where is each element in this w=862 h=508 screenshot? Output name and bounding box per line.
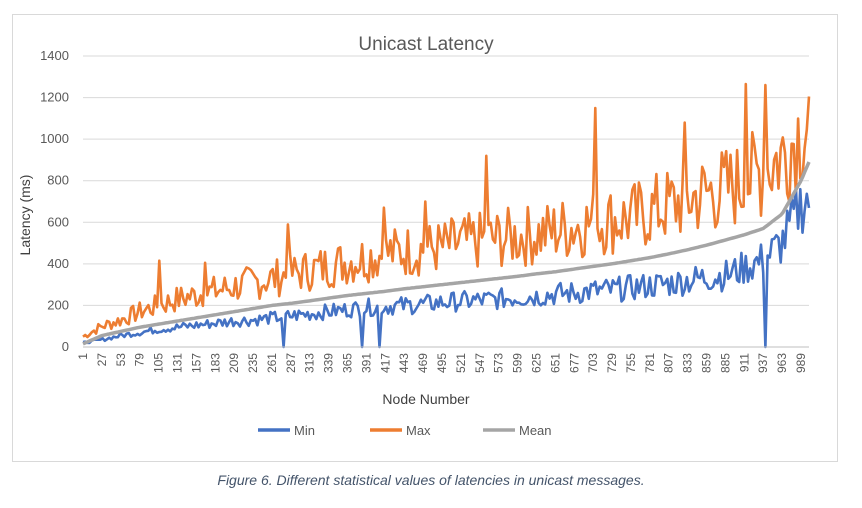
x-tick-label: 157 [189,353,203,373]
x-tick-label: 703 [586,353,600,373]
legend-label-mean: Mean [519,423,552,438]
y-tick-label: 1200 [40,90,69,105]
legend-label-max: Max [406,423,431,438]
figure-caption: Figure 6. Different statistical values o… [217,472,645,488]
y-tick-label: 1400 [40,48,69,63]
axes: 0 200 400 600 800 1000 1200 1400 1 27 53 79 105 131 15… [40,48,809,373]
y-tick-label: 0 [62,339,69,354]
chart-title: Unicast Latency [358,34,494,55]
x-tick-label: 807 [662,353,676,373]
y-tick-label: 400 [47,256,69,271]
x-tick-label: 183 [208,353,222,373]
y-axis-title: Latency (ms) [17,175,33,256]
x-tick-label: 1 [76,353,90,360]
x-tick-label: 261 [265,353,279,373]
x-tick-label: 391 [359,353,373,373]
x-tick-label: 989 [794,353,808,373]
x-tick-label: 495 [435,353,449,373]
x-tick-label: 599 [511,353,525,373]
x-tick-label: 469 [416,353,430,373]
x-tick-label: 937 [756,353,770,373]
x-tick-label: 677 [567,353,581,373]
chart-svg: 0 200 400 600 800 1000 1200 1400 1 27 53 79 105 131 15… [17,34,811,438]
x-tick-label: 365 [341,353,355,373]
x-tick-label: 287 [284,353,298,373]
series-lines [82,82,811,349]
legend: Min Max Mean [258,423,552,438]
x-tick-label: 53 [114,353,128,367]
x-tick-label: 339 [322,353,336,373]
y-tick-label: 200 [47,297,69,312]
x-tick-label: 131 [170,353,184,373]
x-tick-label: 235 [246,353,260,373]
x-tick-label: 443 [397,353,411,373]
x-tick-label: 79 [133,353,147,367]
legend-label-min: Min [294,423,315,438]
y-tick-label: 600 [47,214,69,229]
x-tick-label: 547 [473,353,487,373]
series-line-max [82,82,811,339]
x-tick-label: 417 [378,353,392,373]
y-tick-label: 800 [47,173,69,188]
y-tick-label: 1000 [40,131,69,146]
x-tick-label: 209 [227,353,241,373]
x-tick-label: 625 [529,353,543,373]
x-tick-label: 911 [737,353,751,372]
x-tick-label: 755 [624,353,638,373]
x-tick-label: 105 [152,353,166,373]
x-tick-label: 573 [492,353,506,373]
x-tick-label: 27 [95,353,109,367]
x-axis-title: Node Number [382,391,469,407]
chart-frame: 0 200 400 600 800 1000 1200 1400 1 27 53 79 105 131 15… [12,14,838,462]
x-tick-label: 859 [700,353,714,373]
x-tick-label: 651 [548,353,562,373]
series-line-mean [82,161,811,346]
series-line-min [82,187,811,349]
x-tick-label: 781 [643,353,657,373]
x-tick-label: 729 [605,353,619,373]
x-tick-label: 521 [454,353,468,373]
x-tick-label: 833 [681,353,695,373]
x-tick-label: 313 [303,353,317,373]
x-tick-label: 963 [775,353,789,373]
x-tick-label: 885 [718,353,732,373]
